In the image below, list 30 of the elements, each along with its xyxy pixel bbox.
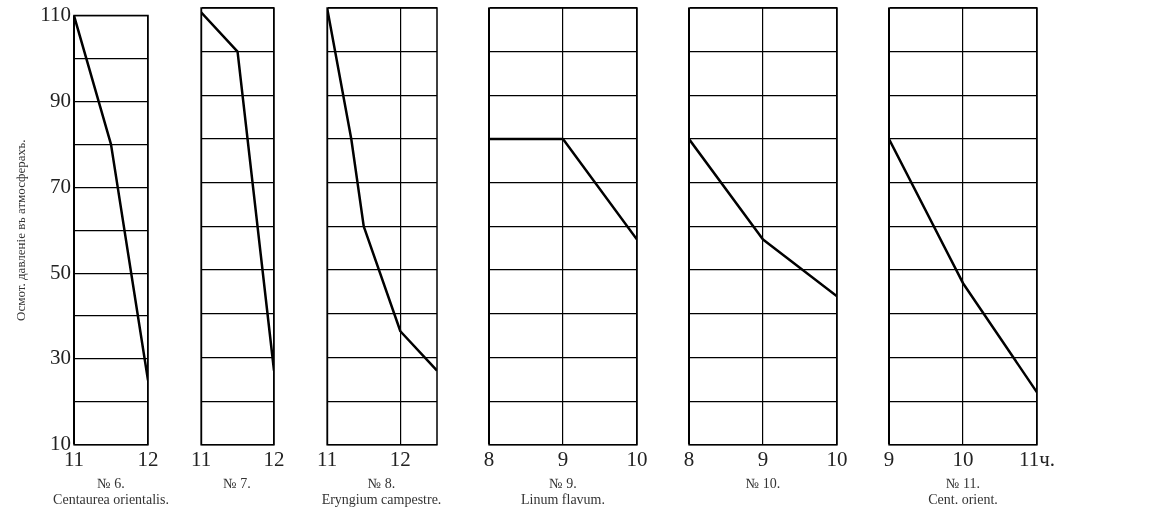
text: Cent. orient. xyxy=(927,492,999,508)
text: № 11. xyxy=(946,476,980,492)
x-tick-label: 12 xyxy=(137,446,159,471)
x-tick-label: 10 xyxy=(626,446,648,471)
x-tick-label: 10 xyxy=(826,446,848,471)
text: № 9. xyxy=(549,476,577,492)
x-tick-label: 9 xyxy=(757,446,769,471)
text: № 7. xyxy=(223,476,251,492)
y-tick-label: 50 xyxy=(50,259,71,284)
text: № 8. xyxy=(367,476,396,492)
text: Centaurea orientalis. xyxy=(52,492,170,508)
x-tick-label: 8 xyxy=(683,446,695,471)
x-tick-label: 12 xyxy=(263,446,285,471)
x-tick-label: 11ч. xyxy=(1018,446,1056,471)
x-tick-label: 12 xyxy=(389,446,411,471)
text: Eryngium campestre. xyxy=(320,492,443,508)
text: Linum flavum. xyxy=(520,492,606,508)
x-tick-label: 11 xyxy=(190,446,212,471)
x-tick-label: 11 xyxy=(316,446,338,471)
y-tick-label: 110 xyxy=(40,2,71,27)
y-tick-label: 70 xyxy=(50,173,71,198)
x-tick-label: 9 xyxy=(557,446,569,471)
y-tick-label: 90 xyxy=(50,87,71,112)
x-tick-label: 9 xyxy=(883,446,895,471)
y-axis-title: Осмот. давленіе въ атмосферахъ. xyxy=(13,139,29,321)
text: № 6. xyxy=(97,476,125,492)
y-tick-label: 30 xyxy=(50,345,71,370)
x-tick-label: 10 xyxy=(952,446,974,471)
x-tick-label: 8 xyxy=(483,446,495,471)
text: № 10. xyxy=(745,476,781,492)
